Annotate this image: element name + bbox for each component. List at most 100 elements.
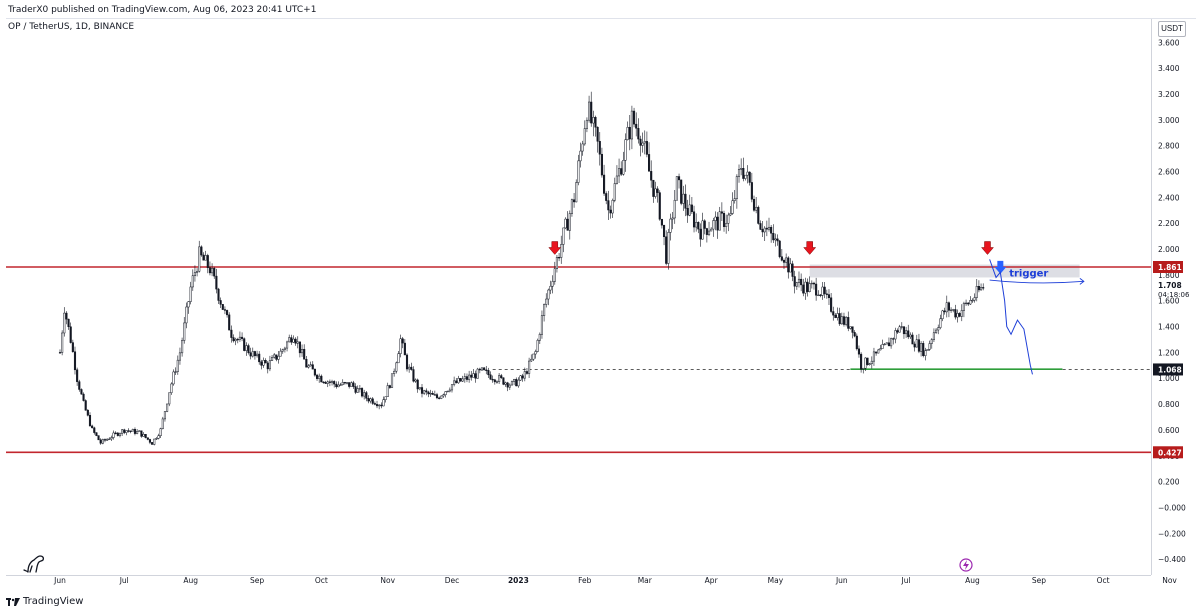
candle: [382, 396, 385, 407]
candle: [73, 346, 77, 375]
candle: [198, 240, 201, 273]
candle: [390, 373, 394, 388]
candle: [825, 289, 828, 299]
candle: [444, 391, 447, 398]
projection-path: [989, 259, 1033, 375]
candle: [151, 441, 154, 445]
candle: [420, 384, 424, 398]
candle: [802, 278, 805, 297]
candle: [322, 381, 325, 384]
price-axis[interactable]: 3.600 3.400 3.200 3.000 2.800 2.600 2.400 2.200…: [1158, 38, 1186, 564]
candle: [300, 344, 304, 357]
candle: [283, 346, 286, 353]
level-price-badge-bg: [1153, 261, 1183, 273]
candle: [208, 261, 211, 276]
y-tick-label: 2.800: [1158, 142, 1180, 151]
candle: [830, 293, 833, 314]
dino-icon[interactable]: [23, 555, 45, 573]
candle: [680, 179, 683, 206]
candle: [350, 381, 353, 387]
candle: [78, 379, 81, 392]
candle: [555, 255, 558, 273]
y-tick-label: 2.000: [1158, 245, 1180, 254]
candle: [213, 266, 216, 279]
candle: [817, 290, 820, 297]
candle: [268, 355, 271, 372]
trend-arrow-head: [1079, 277, 1085, 285]
symbol-title[interactable]: OP / TetherUS, 1D, BINANCE: [8, 22, 135, 32]
tradingview-logo[interactable]: TradingView: [6, 596, 83, 607]
y-tick-label: 3.200: [1158, 90, 1180, 99]
candle: [624, 133, 627, 172]
candle: [752, 195, 756, 212]
x-tick-label: Aug: [965, 576, 980, 585]
candle: [902, 326, 905, 339]
candle: [600, 147, 603, 178]
candle: [924, 347, 927, 361]
candle: [618, 158, 621, 183]
candle: [412, 366, 415, 383]
candle: [755, 196, 758, 214]
candle: [740, 158, 743, 176]
candle: [812, 281, 816, 290]
lightning-event-icon[interactable]: [959, 558, 973, 572]
candle: [650, 160, 653, 188]
currency-button[interactable]: USDT: [1158, 21, 1186, 37]
candle: [913, 341, 916, 352]
candle: [677, 173, 681, 189]
candle: [476, 367, 479, 379]
candle: [435, 392, 439, 400]
candle: [330, 379, 334, 386]
candle: [688, 194, 691, 217]
candle: [339, 382, 342, 387]
candle: [93, 426, 96, 435]
time-axis[interactable]: Jun Jul Aug Sep Oct Nov Dec 2023 Feb Mar Apr May Jun…: [53, 576, 1177, 585]
candle: [789, 258, 792, 273]
candle: [965, 299, 968, 306]
trend-arrow-line: [989, 279, 1084, 284]
candle: [950, 307, 953, 313]
candle: [438, 396, 441, 400]
current-price-label: 1.708: [1158, 281, 1182, 290]
candle: [367, 395, 370, 404]
candle: [418, 387, 421, 391]
candle: [772, 224, 775, 244]
candle: [926, 349, 929, 352]
candle: [834, 313, 837, 319]
candle: [211, 263, 214, 277]
y-tick-label: 1.600: [1158, 297, 1180, 306]
candle: [187, 301, 190, 314]
candle: [217, 287, 220, 304]
candle: [290, 334, 293, 345]
candle: [232, 334, 235, 343]
candle: [609, 205, 612, 219]
candle: [907, 324, 910, 340]
candle: [782, 258, 786, 269]
candle: [667, 228, 670, 270]
publish-info: TraderX0 published on TradingView.com, A…: [8, 5, 317, 15]
candle: [228, 312, 231, 331]
candle: [410, 362, 413, 371]
candle: [746, 165, 749, 184]
candle: [877, 348, 880, 354]
candle: [453, 376, 456, 387]
candle: [815, 277, 818, 301]
x-tick-label: 2023: [508, 576, 529, 585]
candle: [236, 337, 239, 344]
x-tick-label: Jul: [119, 576, 129, 585]
candle: [343, 381, 346, 385]
candle: [808, 276, 811, 293]
candle: [879, 344, 882, 351]
candle: [328, 379, 331, 387]
candle: [305, 356, 308, 368]
candle: [860, 352, 863, 373]
candle: [103, 438, 107, 443]
candle: [315, 373, 319, 381]
candle: [596, 126, 599, 153]
candle: [155, 437, 158, 441]
x-tick-label: Feb: [578, 576, 592, 585]
candle: [348, 382, 351, 389]
candle: [733, 190, 736, 204]
candle: [635, 112, 638, 137]
